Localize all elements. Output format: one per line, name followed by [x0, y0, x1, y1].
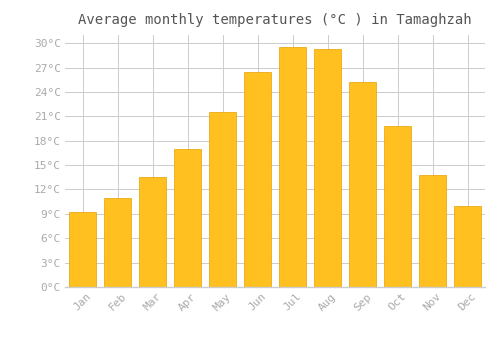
Bar — [350, 82, 376, 287]
Bar — [384, 126, 410, 287]
Bar — [70, 212, 96, 287]
Bar — [314, 49, 340, 287]
Bar — [210, 112, 236, 287]
Bar — [420, 175, 446, 287]
Bar — [280, 47, 305, 287]
Title: Average monthly temperatures (°C ) in Tamaghzah: Average monthly temperatures (°C ) in Ta… — [78, 13, 472, 27]
Bar — [140, 177, 166, 287]
Bar — [174, 149, 201, 287]
Bar — [244, 72, 270, 287]
Bar — [104, 198, 130, 287]
Bar — [454, 206, 480, 287]
